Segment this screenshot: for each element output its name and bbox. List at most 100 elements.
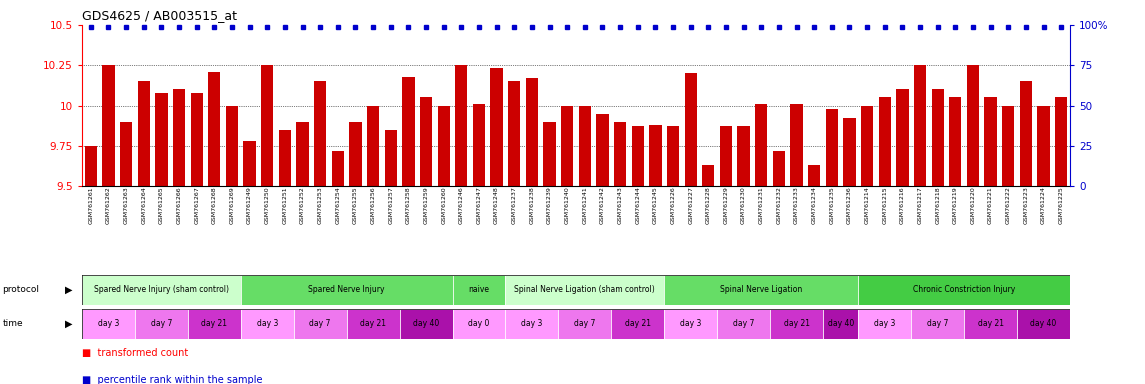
Bar: [823, 309, 859, 339]
Bar: [261, 65, 274, 186]
Bar: [490, 68, 503, 186]
Bar: [332, 151, 343, 186]
Text: GSM761240: GSM761240: [564, 186, 570, 224]
Bar: [632, 126, 643, 186]
Bar: [932, 89, 943, 186]
Text: GSM761230: GSM761230: [741, 186, 747, 224]
Bar: [240, 275, 452, 305]
Bar: [561, 106, 574, 186]
Text: GSM761238: GSM761238: [529, 186, 535, 224]
Bar: [717, 309, 771, 339]
Text: GSM761265: GSM761265: [159, 186, 164, 223]
Text: GSM761244: GSM761244: [635, 186, 640, 224]
Text: GSM761228: GSM761228: [705, 186, 711, 224]
Bar: [366, 106, 379, 186]
Text: GSM761216: GSM761216: [900, 186, 905, 223]
Bar: [505, 309, 559, 339]
Text: GSM761266: GSM761266: [176, 186, 182, 223]
Bar: [226, 106, 238, 186]
Text: GSM761232: GSM761232: [776, 186, 781, 224]
Text: GSM761255: GSM761255: [353, 186, 358, 223]
Bar: [1055, 98, 1067, 186]
Text: ▶: ▶: [64, 319, 72, 329]
Bar: [82, 309, 135, 339]
Bar: [685, 73, 697, 186]
Bar: [294, 309, 347, 339]
Text: day 21: day 21: [625, 319, 650, 328]
Bar: [544, 122, 555, 186]
Text: GSM761254: GSM761254: [335, 186, 340, 224]
Text: GSM761226: GSM761226: [671, 186, 676, 224]
Text: GSM761218: GSM761218: [935, 186, 940, 223]
Bar: [420, 98, 432, 186]
Text: day 40: day 40: [413, 319, 440, 328]
Text: day 3: day 3: [256, 319, 278, 328]
Bar: [664, 309, 717, 339]
Bar: [452, 309, 505, 339]
Text: GSM761227: GSM761227: [688, 186, 693, 224]
Text: GSM761229: GSM761229: [724, 186, 728, 224]
Text: GSM761235: GSM761235: [829, 186, 835, 224]
Bar: [349, 122, 362, 186]
Bar: [843, 118, 855, 186]
Text: GSM761247: GSM761247: [476, 186, 481, 224]
Text: protocol: protocol: [2, 285, 39, 295]
Bar: [505, 275, 664, 305]
Bar: [771, 309, 823, 339]
Text: Spinal Nerve Ligation (sham control): Spinal Nerve Ligation (sham control): [514, 285, 655, 295]
Bar: [964, 309, 1017, 339]
Text: GSM761223: GSM761223: [1024, 186, 1028, 224]
Text: GSM761248: GSM761248: [495, 186, 499, 224]
Text: Spared Nerve Injury: Spared Nerve Injury: [308, 285, 385, 295]
Text: GSM761258: GSM761258: [405, 186, 411, 223]
Bar: [666, 126, 679, 186]
Text: day 21: day 21: [978, 319, 1004, 328]
Text: day 7: day 7: [733, 319, 755, 328]
Text: GSM761256: GSM761256: [371, 186, 376, 223]
Bar: [526, 78, 538, 186]
Text: GSM761267: GSM761267: [195, 186, 199, 224]
Text: GSM761241: GSM761241: [583, 186, 587, 224]
Text: ■  percentile rank within the sample: ■ percentile rank within the sample: [82, 375, 262, 384]
Bar: [456, 65, 467, 186]
Text: GSM761250: GSM761250: [264, 186, 270, 223]
Bar: [85, 146, 97, 186]
Bar: [897, 89, 909, 186]
Text: GSM761253: GSM761253: [317, 186, 323, 224]
Bar: [208, 72, 221, 186]
Text: day 3: day 3: [521, 319, 543, 328]
Text: GSM761259: GSM761259: [424, 186, 428, 224]
Text: GSM761231: GSM761231: [759, 186, 764, 224]
Text: GSM761237: GSM761237: [512, 186, 516, 224]
Text: GSM761260: GSM761260: [441, 186, 447, 223]
Bar: [911, 309, 964, 339]
Bar: [878, 98, 891, 186]
Bar: [385, 130, 397, 186]
Bar: [578, 106, 591, 186]
Bar: [755, 104, 767, 186]
Text: GSM761252: GSM761252: [300, 186, 305, 224]
Bar: [737, 126, 750, 186]
Bar: [1017, 309, 1069, 339]
Text: GSM761233: GSM761233: [793, 186, 799, 224]
Text: day 7: day 7: [927, 319, 948, 328]
Bar: [102, 65, 115, 186]
Text: GSM761268: GSM761268: [212, 186, 216, 223]
Text: GSM761264: GSM761264: [141, 186, 147, 224]
Text: GSM761236: GSM761236: [847, 186, 852, 224]
Text: GSM761251: GSM761251: [283, 186, 287, 223]
Text: GSM761225: GSM761225: [1059, 186, 1064, 224]
Text: GSM761219: GSM761219: [953, 186, 958, 224]
Bar: [861, 106, 874, 186]
Text: GSM761246: GSM761246: [459, 186, 464, 224]
Text: day 3: day 3: [97, 319, 119, 328]
Bar: [240, 309, 294, 339]
Text: GSM761234: GSM761234: [812, 186, 816, 224]
Text: naive: naive: [468, 285, 489, 295]
Bar: [859, 309, 911, 339]
Bar: [949, 98, 962, 186]
Text: GSM761221: GSM761221: [988, 186, 993, 224]
Bar: [297, 122, 309, 186]
Bar: [437, 106, 450, 186]
Bar: [597, 114, 609, 186]
